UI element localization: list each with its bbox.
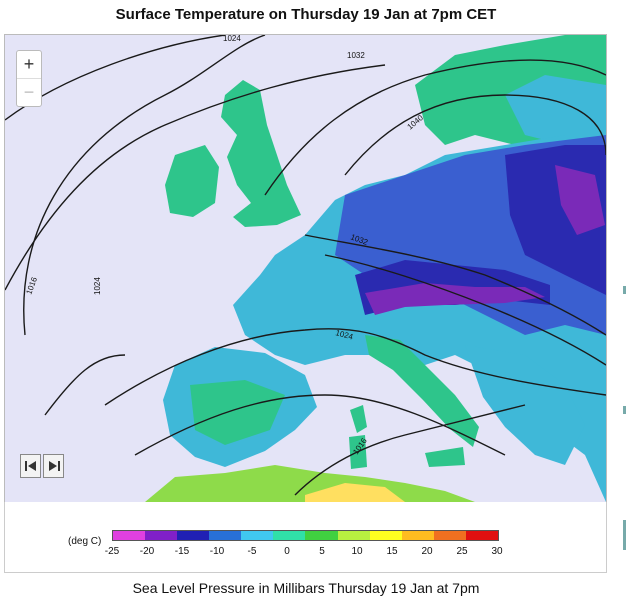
legend-tick-label: -15 xyxy=(174,546,190,557)
map-caption: Sea Level Pressure in Millibars Thursday… xyxy=(132,580,480,596)
isobar-label: 1024 xyxy=(93,277,102,295)
legend-tick-label: 5 xyxy=(319,546,325,557)
legend-unit: (deg C) xyxy=(68,536,102,547)
iberia-interior xyxy=(190,380,285,445)
legend-tick-label: 10 xyxy=(351,546,363,557)
isobar-line xyxy=(264,59,606,196)
legend-swatch xyxy=(113,531,146,540)
legend-swatch xyxy=(465,531,498,540)
edge-marker xyxy=(623,406,626,414)
legend-swatch xyxy=(273,531,306,540)
legend-swatch xyxy=(241,531,274,540)
legend-tick-label: 20 xyxy=(421,546,433,557)
isobar-label: 1024 xyxy=(223,35,241,43)
skip-forward-icon xyxy=(48,461,60,471)
legend-swatch xyxy=(433,531,466,540)
isobar-line xyxy=(44,354,126,416)
zoom-in-button[interactable]: + xyxy=(17,51,41,79)
isobar-line xyxy=(294,404,526,496)
skip-back-button[interactable] xyxy=(20,454,41,478)
skip-forward-button[interactable] xyxy=(43,454,64,478)
legend-swatch xyxy=(337,531,370,540)
isobar-line xyxy=(5,64,386,291)
sahara-warm xyxy=(305,483,405,502)
legend-swatch xyxy=(209,531,242,540)
map-canvas[interactable]: 1024 1032 1040 1032 1024 1016 1024 1016 xyxy=(5,35,606,502)
isobar-line xyxy=(324,254,606,366)
poland-cold-pocket xyxy=(555,165,605,235)
map-title: Surface Temperature on Thursday 19 Jan a… xyxy=(115,6,497,23)
animation-controls xyxy=(20,454,64,478)
legend-tick-label: 25 xyxy=(456,546,468,557)
legend-tick-label: -5 xyxy=(247,546,257,557)
isobar-lines xyxy=(5,35,606,496)
isobar-label: 1032 xyxy=(347,51,365,60)
legend-swatch xyxy=(177,531,210,540)
edge-marker xyxy=(623,520,626,550)
legend-tick-label: 15 xyxy=(386,546,398,557)
alpine-cold-core xyxy=(365,283,545,315)
zoom-control: + − xyxy=(16,50,42,107)
zoom-out-button[interactable]: − xyxy=(23,82,35,102)
ireland xyxy=(165,145,219,217)
isobar-line xyxy=(344,94,606,176)
isobar-line xyxy=(134,394,506,456)
scandinavia-cool xyxy=(505,75,606,145)
legend-swatch xyxy=(305,531,338,540)
italy xyxy=(365,335,479,447)
legend-swatch xyxy=(369,531,402,540)
legend-swatch xyxy=(401,531,434,540)
legend-colorbar xyxy=(112,530,499,541)
legend-tick-label: -20 xyxy=(139,546,155,557)
corsica xyxy=(350,405,367,433)
legend-ticks: -25 -20 -15 -10 -5 0 5 10 15 20 25 30 xyxy=(105,546,503,560)
legend-tick-label: 30 xyxy=(491,546,503,557)
legend-swatch xyxy=(145,531,178,540)
edge-marker xyxy=(623,286,626,294)
great-britain xyxy=(221,80,301,227)
legend-tick-label: 0 xyxy=(284,546,290,557)
temperature-map[interactable]: 1024 1032 1040 1032 1024 1016 1024 1016 xyxy=(4,34,607,503)
legend-tick-label: -25 xyxy=(104,546,120,557)
isobar-line xyxy=(304,234,606,336)
isobar-line xyxy=(104,328,606,406)
isobar-line xyxy=(23,35,266,336)
sicily xyxy=(425,447,465,467)
skip-back-icon xyxy=(24,461,36,471)
legend-tick-label: -10 xyxy=(209,546,225,557)
